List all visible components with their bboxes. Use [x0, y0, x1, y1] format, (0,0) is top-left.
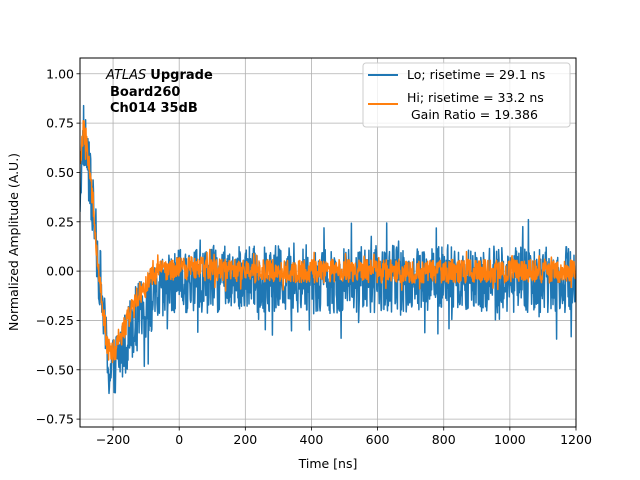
annotation: ATLAS Upgrade Board260 Ch014 35dB — [105, 68, 213, 116]
annotation-line-3: Ch014 35dB — [110, 101, 198, 116]
annotation-line-1: ATLAS Upgrade — [105, 68, 213, 83]
legend-label-hi: Hi; risetime = 33.2 ns — [407, 90, 544, 105]
x-tick-label: −200 — [96, 432, 130, 447]
x-axis-label: Time [ns] — [298, 456, 358, 471]
series-layer — [80, 104, 576, 395]
y-tick-label: 0.00 — [46, 264, 74, 279]
annotation-upgrade: Upgrade — [150, 68, 213, 83]
y-axis: −0.75 −0.50 −0.25 0.00 0.25 0.50 0.75 1.00 — [36, 66, 80, 427]
annotation-atlas: ATLAS — [105, 68, 146, 83]
y-tick-label: 1.00 — [46, 66, 74, 81]
legend-label-gain-ratio: Gain Ratio = 19.386 — [407, 107, 538, 122]
annotation-line-2: Board260 — [110, 85, 180, 100]
x-tick-label: 400 — [300, 432, 324, 447]
x-tick-label: 600 — [366, 432, 390, 447]
y-tick-label: −0.25 — [36, 313, 74, 328]
y-tick-label: 0.50 — [46, 165, 74, 180]
series-line-hi — [80, 119, 576, 364]
x-tick-label: 1000 — [494, 432, 526, 447]
x-tick-label: 800 — [432, 432, 456, 447]
y-axis-label: Normalized Amplitude (A.U.) — [6, 153, 21, 331]
y-tick-label: 0.25 — [46, 214, 74, 229]
y-tick-label: −0.50 — [36, 362, 74, 377]
legend: Lo; risetime = 29.1 ns Hi; risetime = 33… — [362, 62, 571, 128]
x-tick-label: 1200 — [560, 432, 592, 447]
x-tick-label: 0 — [175, 432, 183, 447]
plot-frame — [79, 57, 577, 428]
legend-label-lo: Lo; risetime = 29.1 ns — [407, 67, 545, 82]
y-tick-label: −0.75 — [36, 412, 74, 427]
x-axis: −200 0 200 400 600 800 1000 1200 — [96, 427, 592, 447]
y-tick-label: 0.75 — [46, 116, 74, 131]
legend-box — [362, 62, 571, 128]
x-tick-label: 200 — [233, 432, 257, 447]
